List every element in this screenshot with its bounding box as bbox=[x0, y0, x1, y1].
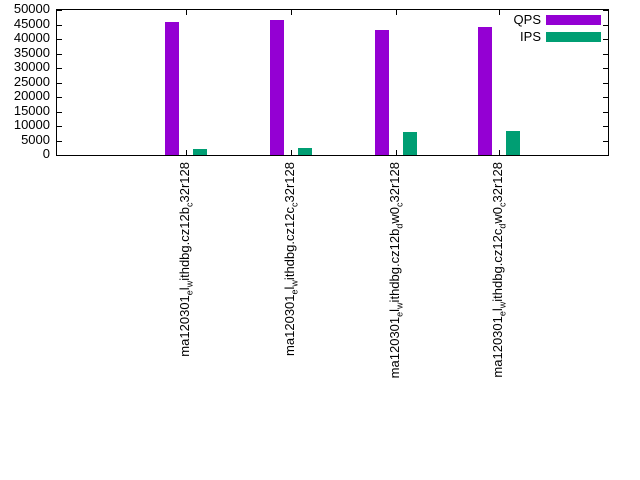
legend-swatch-qps bbox=[546, 15, 601, 25]
x-tick-mark bbox=[499, 150, 500, 155]
y-tick-label: 40000 bbox=[13, 30, 50, 45]
legend-label-ips: IPS bbox=[520, 29, 541, 44]
y-tick-label: 0 bbox=[42, 146, 50, 161]
y-tick-mark bbox=[57, 140, 62, 142]
y-tick-label: 5000 bbox=[21, 131, 50, 147]
bar-qps bbox=[270, 20, 284, 155]
bar-ips bbox=[193, 149, 207, 155]
y-tick-mark bbox=[603, 39, 608, 40]
y-tick-mark bbox=[57, 53, 62, 55]
y-tick-mark bbox=[603, 97, 608, 98]
y-tick-mark bbox=[57, 126, 62, 127]
y-tick-mark bbox=[57, 82, 62, 84]
x-tick-mark bbox=[291, 10, 292, 15]
x-category-label: ma120301elwithdbg.cz12cdw0c32r128 bbox=[490, 162, 508, 378]
x-category-label: ma120301elwithdbg.cz12bdw0c32r128 bbox=[387, 162, 405, 379]
y-tick-mark bbox=[57, 10, 62, 11]
y-tick-mark bbox=[57, 111, 62, 113]
y-tick-mark bbox=[603, 126, 608, 127]
y-tick-label: 20000 bbox=[13, 88, 50, 103]
y-tick-mark bbox=[603, 111, 608, 113]
bar-ips bbox=[298, 148, 312, 155]
bar-ips bbox=[506, 131, 520, 155]
y-tick-mark bbox=[603, 82, 608, 84]
bar-qps bbox=[375, 30, 389, 155]
y-tick-mark bbox=[603, 24, 608, 26]
x-tick-mark bbox=[291, 150, 292, 155]
y-tick-label: 30000 bbox=[13, 59, 50, 74]
x-category-label: ma120301elwithdbg.cz12bc32r128 bbox=[177, 162, 195, 357]
bar-ips bbox=[403, 132, 417, 155]
y-tick-mark bbox=[57, 97, 62, 98]
y-tick-label: 10000 bbox=[13, 117, 50, 132]
x-tick-mark bbox=[396, 10, 397, 15]
x-tick-mark bbox=[499, 10, 500, 15]
x-tick-mark bbox=[186, 10, 187, 15]
y-tick-label: 35000 bbox=[13, 44, 50, 60]
legend-swatch-ips bbox=[546, 32, 601, 42]
y-tick-mark bbox=[603, 10, 608, 11]
y-tick-mark bbox=[57, 24, 62, 26]
y-tick-label: 45000 bbox=[13, 15, 50, 31]
y-tick-mark bbox=[603, 155, 608, 156]
y-tick-mark bbox=[603, 68, 608, 69]
plot-area bbox=[56, 9, 609, 156]
x-category-label: ma120301elwithdbg.cz12cc32r128 bbox=[282, 162, 300, 356]
bar-qps bbox=[478, 27, 492, 155]
y-tick-mark bbox=[57, 39, 62, 40]
legend-label-qps: QPS bbox=[513, 12, 541, 27]
y-tick-mark bbox=[603, 140, 608, 142]
y-tick-label: 25000 bbox=[13, 73, 50, 89]
bar-qps bbox=[165, 22, 179, 155]
y-tick-label: 15000 bbox=[13, 102, 50, 118]
y-tick-mark bbox=[603, 53, 608, 55]
x-tick-mark bbox=[396, 150, 397, 155]
y-tick-label: 50000 bbox=[13, 1, 50, 16]
y-tick-mark bbox=[57, 68, 62, 69]
x-tick-mark bbox=[186, 150, 187, 155]
y-tick-mark bbox=[57, 155, 62, 156]
